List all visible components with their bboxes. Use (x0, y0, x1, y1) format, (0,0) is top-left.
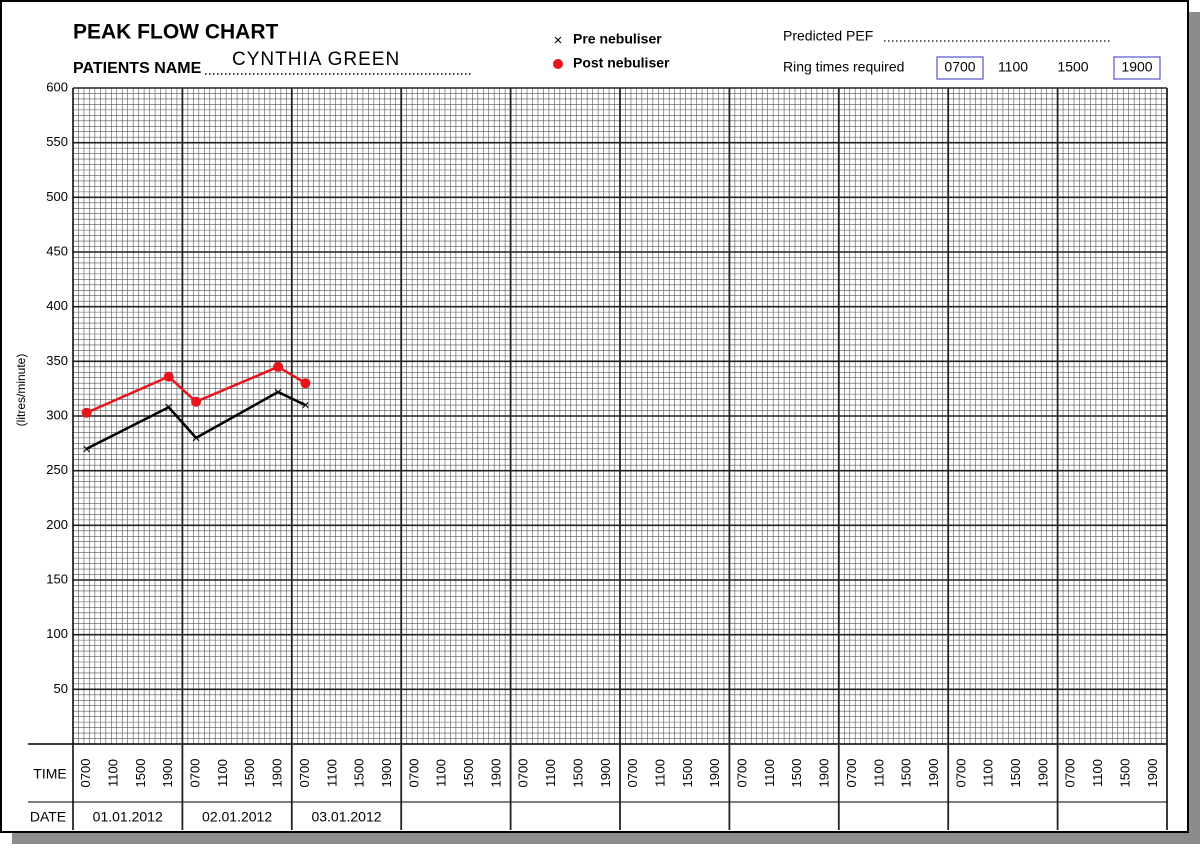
dot-marker (81, 407, 92, 418)
x-tick-label: 1500 (242, 759, 257, 788)
x-tick-label: 1900 (926, 759, 941, 788)
patient-name: CYNTHIA GREEN (232, 49, 400, 70)
legend-label: Pre nebuliser (573, 31, 662, 47)
line-segment (195, 390, 279, 439)
ring-box (936, 56, 984, 80)
x-marker: × (192, 430, 201, 447)
ring-time: 1500 (1057, 59, 1088, 75)
y-tick-label: 500 (46, 189, 68, 204)
x-tick-label: 0700 (78, 759, 93, 788)
x-marker: × (301, 397, 310, 414)
y-tick-label: 250 (46, 462, 68, 477)
x-tick-label: 1100 (434, 759, 449, 787)
x-tick-label: 0700 (1063, 759, 1078, 788)
date-row-label: DATE (30, 809, 66, 825)
ring-box (1113, 56, 1161, 80)
x-tick-label: 1900 (379, 759, 394, 788)
legend-label: Post nebuliser (573, 55, 670, 71)
y-tick-label: 50 (54, 681, 68, 696)
line-segment (277, 390, 307, 407)
x-tick-label: 1500 (133, 759, 148, 788)
y-tick-label: 150 (46, 571, 68, 586)
date-label: 03.01.2012 (311, 809, 381, 825)
x-tick-label: 0700 (844, 759, 859, 788)
y-tick-label: 350 (46, 353, 68, 368)
x-marker: × (554, 32, 563, 49)
x-tick-label: 1900 (270, 759, 285, 788)
x-tick-label: 0700 (406, 759, 421, 788)
line-segment (167, 406, 198, 439)
x-tick-label: 1500 (680, 759, 695, 788)
y-tick-label: 450 (46, 243, 68, 258)
y-axis-label: (litres/minute) (14, 354, 28, 427)
x-tick-label: 1500 (1008, 759, 1023, 788)
x-tick-label: 0700 (297, 759, 312, 788)
line-segment (86, 375, 170, 414)
x-tick-label: 0700 (625, 759, 640, 788)
x-tick-label: 1500 (352, 759, 367, 788)
x-tick-label: 1100 (105, 759, 120, 787)
y-tick-label: 300 (46, 407, 68, 422)
time-row-label: TIME (33, 766, 66, 782)
x-tick-label: 1900 (817, 759, 832, 788)
x-tick-label: 1100 (1090, 759, 1105, 787)
x-tick-label: 1100 (871, 759, 886, 787)
x-tick-label: 0700 (953, 759, 968, 788)
x-marker: × (164, 399, 173, 416)
line-segment (277, 365, 307, 385)
y-tick-label: 600 (46, 79, 68, 94)
ring-time: 1100 (998, 59, 1028, 75)
x-marker: × (82, 441, 91, 458)
x-tick-label: 1900 (488, 759, 503, 788)
y-tick-label: 400 (46, 298, 68, 313)
x-tick-label: 1500 (1117, 759, 1132, 788)
x-tick-label: 1500 (899, 759, 914, 788)
x-marker: × (274, 384, 283, 401)
x-tick-label: 1500 (570, 759, 585, 788)
line-segment (167, 375, 197, 403)
x-tick-label: 1100 (324, 759, 339, 787)
x-tick-label: 0700 (516, 759, 531, 788)
x-tick-label: 1500 (789, 759, 804, 788)
x-tick-label: 0700 (735, 759, 750, 788)
date-label: 01.01.2012 (93, 809, 163, 825)
grid (28, 87, 1168, 830)
x-tick-label: 1100 (762, 759, 777, 787)
patient-label: PATIENTS NAME (73, 60, 202, 77)
x-tick-label: 1100 (652, 759, 667, 787)
x-tick-label: 1900 (598, 759, 613, 788)
x-tick-label: 1900 (707, 759, 722, 788)
dot-marker (191, 396, 202, 407)
y-tick-label: 200 (46, 517, 68, 532)
x-tick-label: 1100 (981, 759, 996, 787)
y-tick-label: 100 (46, 626, 68, 641)
x-tick-label: 1500 (461, 759, 476, 788)
x-tick-label: 1900 (1035, 759, 1050, 788)
ring-time: 0700 (944, 59, 975, 75)
x-tick-label: 1100 (543, 759, 558, 787)
x-tick-label: 1100 (215, 759, 230, 787)
chart-title: PEAK FLOW CHART (73, 21, 278, 44)
line-segment (195, 365, 279, 403)
line-segment (86, 406, 170, 450)
dot-marker (163, 371, 174, 382)
x-tick-label: 0700 (188, 759, 203, 788)
predicted-label: Predicted PEF (783, 28, 873, 44)
dot-marker (553, 59, 563, 69)
ring-time: 1900 (1121, 59, 1152, 75)
y-tick-label: 550 (46, 134, 68, 149)
dot-marker (273, 361, 284, 372)
date-label: 02.01.2012 (202, 809, 272, 825)
x-tick-label: 1900 (1145, 759, 1160, 788)
x-tick-label: 1900 (160, 759, 175, 788)
dot-marker (300, 378, 311, 389)
ring-label: Ring times required (783, 59, 904, 75)
